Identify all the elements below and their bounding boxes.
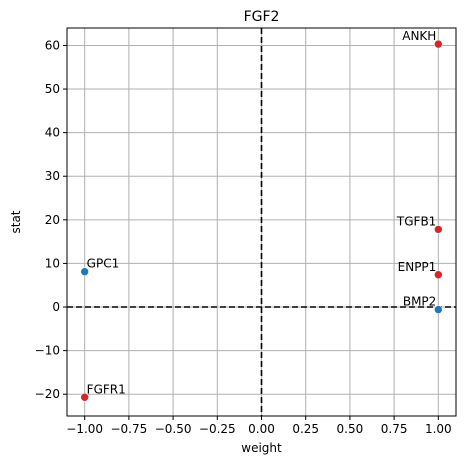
y-tick-label: −10 xyxy=(35,344,60,358)
x-tick-label: −0.25 xyxy=(199,422,236,436)
x-tick-label: 0.00 xyxy=(248,422,275,436)
x-tick-label: 1.00 xyxy=(425,422,452,436)
y-tick-label: 40 xyxy=(45,126,60,140)
y-tick-label: 0 xyxy=(52,300,60,314)
data-points xyxy=(80,39,443,402)
x-axis-ticks: −1.00 −0.75 −0.50 −0.25 0.00 0.25 0.50 0.75 1.00 xyxy=(66,416,452,436)
point-label: FGFR1 xyxy=(87,382,126,396)
y-axis-ticks: −20 −10 0 10 20 30 40 50 60 xyxy=(35,38,67,401)
chart-title: FGF2 xyxy=(244,9,280,25)
data-point xyxy=(80,392,89,402)
point-label: ANKH xyxy=(402,29,436,43)
reference-lines xyxy=(67,28,456,416)
y-tick-label: 20 xyxy=(45,213,60,227)
x-tick-label: −0.50 xyxy=(155,422,192,436)
x-tick-label: −0.75 xyxy=(110,422,147,436)
data-point xyxy=(434,225,443,234)
x-tick-label: −1.00 xyxy=(66,422,103,436)
y-tick-label: 50 xyxy=(45,82,60,96)
y-tick-label: −20 xyxy=(35,387,60,401)
y-tick-label: 10 xyxy=(45,256,60,270)
data-point xyxy=(434,270,443,280)
data-point xyxy=(434,305,443,314)
x-axis-label: weight xyxy=(241,441,282,455)
point-label: ENPP1 xyxy=(398,260,437,274)
point-labels: ANKH TGFB1 ENPP1 BMP2 GPC1 FGFR1 xyxy=(87,29,437,396)
x-tick-label: 0.25 xyxy=(292,422,319,436)
y-axis-label: stat xyxy=(9,210,23,233)
point-label: TGFB1 xyxy=(396,214,436,228)
y-tick-label: 30 xyxy=(45,169,60,183)
x-tick-label: 0.50 xyxy=(337,422,364,436)
point-label: GPC1 xyxy=(87,257,120,271)
data-point xyxy=(80,267,89,276)
y-tick-label: 60 xyxy=(45,38,60,52)
point-label: BMP2 xyxy=(403,295,436,309)
data-point xyxy=(434,39,443,49)
x-tick-label: 0.75 xyxy=(381,422,408,436)
